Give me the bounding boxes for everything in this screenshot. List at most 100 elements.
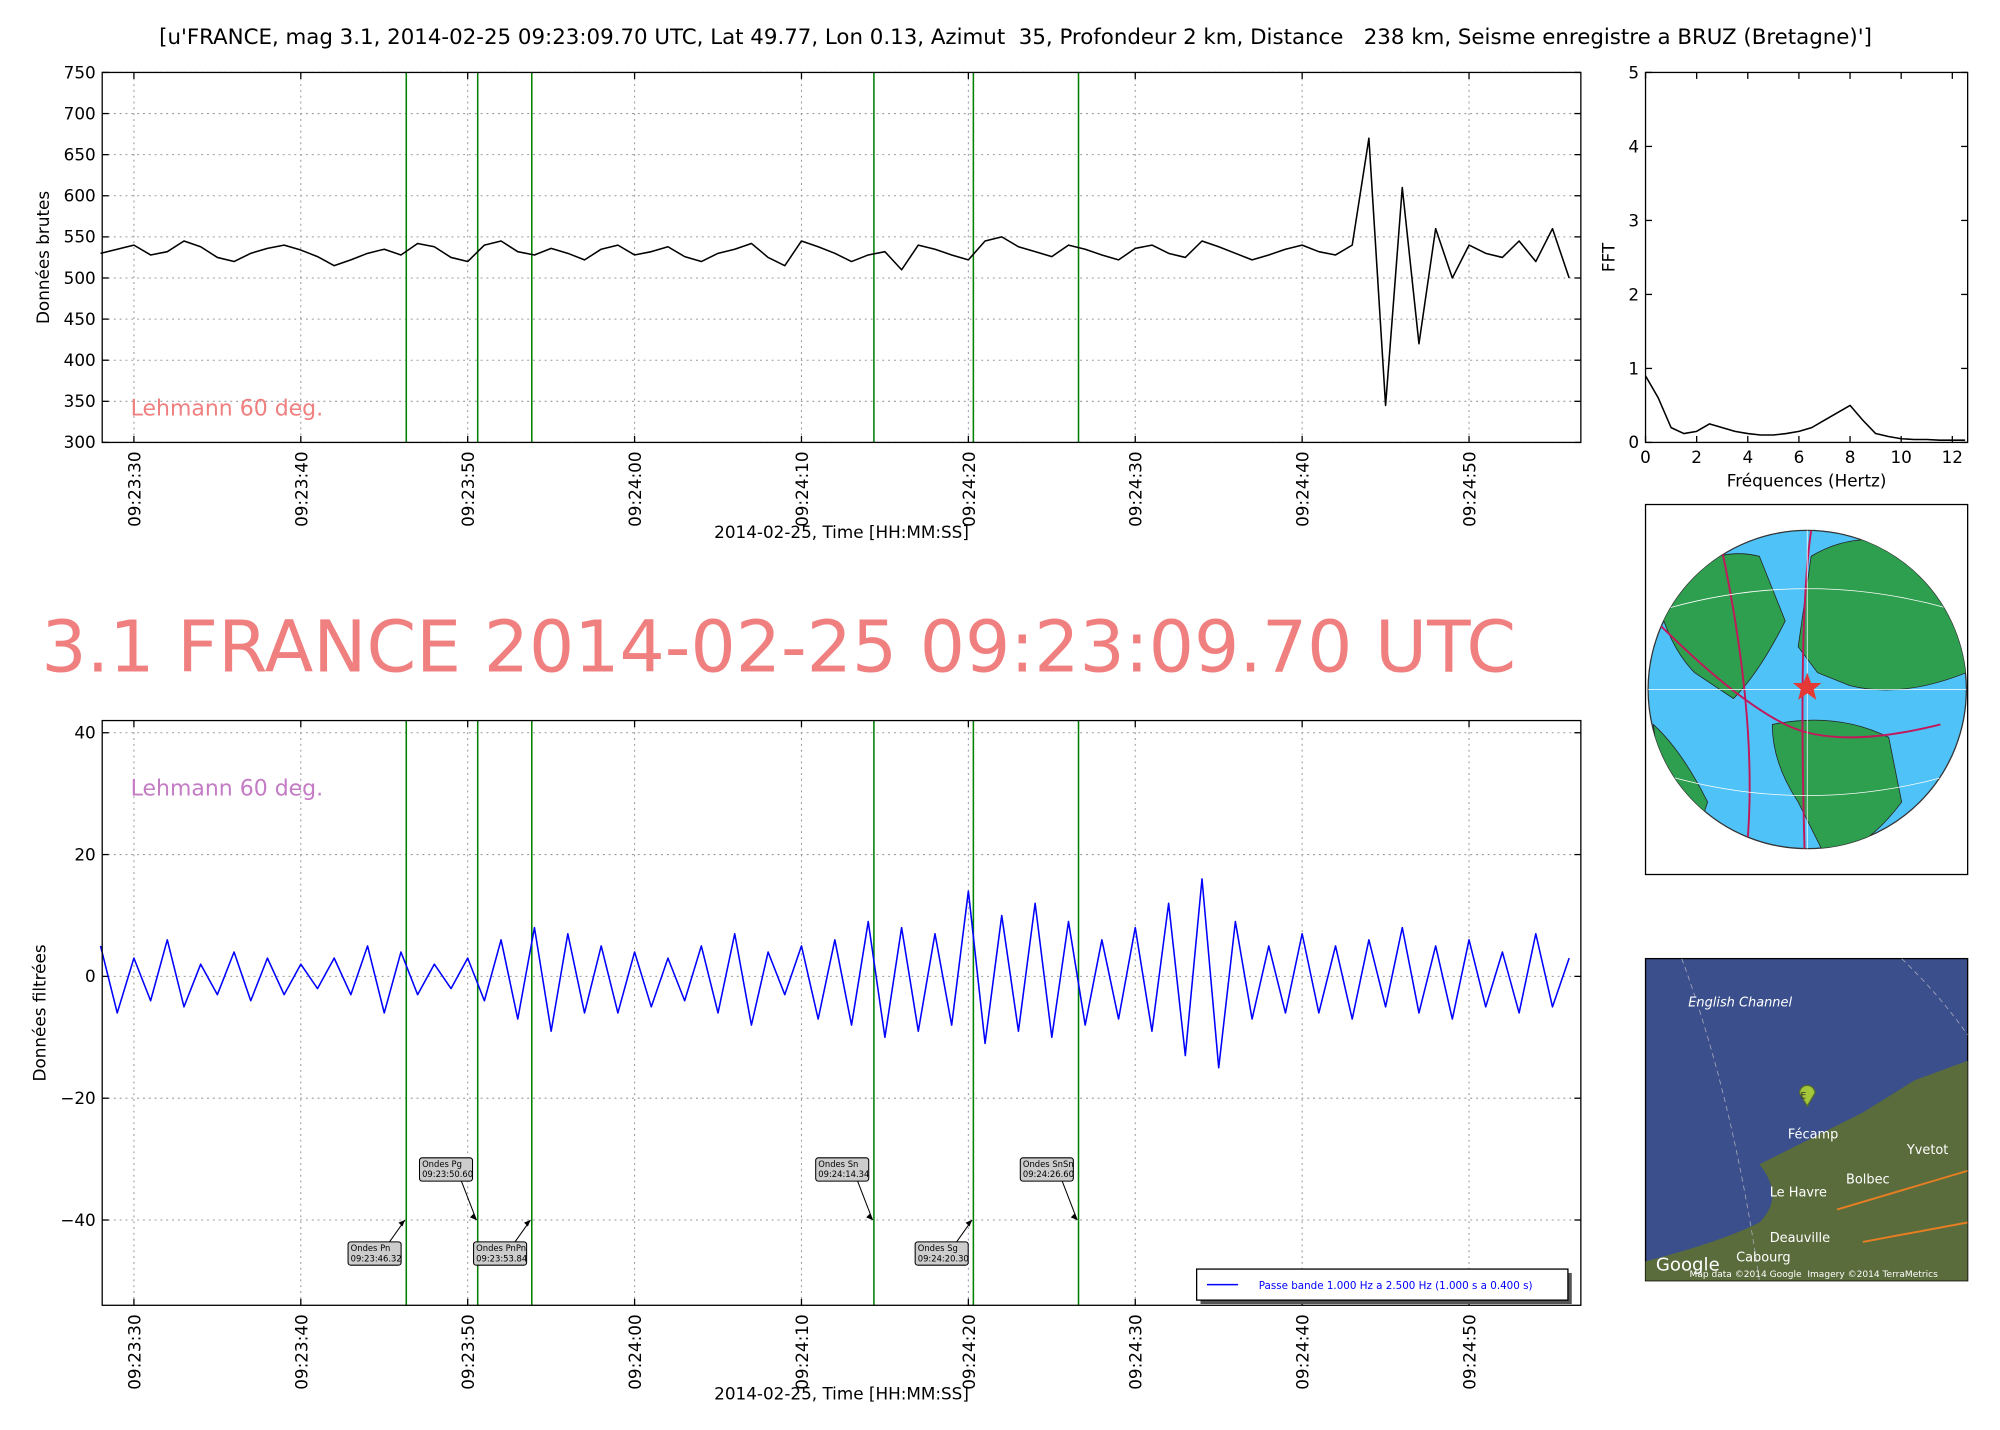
- y-tick-label: 40: [74, 723, 95, 743]
- map-boundary: [1681, 958, 1968, 1281]
- annotation-box: [473, 1241, 528, 1266]
- x-tick-label: 09:23:50: [458, 1314, 478, 1389]
- figure-title: [u'FRANCE, mag 3.1, 2014-02-25 09:23:09.…: [159, 25, 1872, 50]
- x-tick-label: 09:23:50: [458, 451, 478, 526]
- plot-frame: [101, 719, 1582, 1306]
- legend-box: [1195, 1268, 1569, 1301]
- arrow-head: [398, 1220, 405, 1227]
- annotation-label: Ondes Pn: [351, 1243, 391, 1253]
- map-label: Le Havre: [1770, 1186, 1827, 1201]
- y-tick-label: 400: [64, 350, 96, 370]
- x-tick-label: 09:24:20: [959, 451, 979, 526]
- y-tick-label: 2: [1628, 284, 1639, 304]
- y-tick-label: −20: [60, 1088, 95, 1108]
- arrow-head: [524, 1220, 531, 1227]
- x-tick-label: 09:24:40: [1293, 1314, 1313, 1389]
- x-axis-label: 2014-02-25, Time [HH:MM:SS]: [714, 1384, 969, 1404]
- y-tick-label: 1: [1628, 358, 1639, 378]
- y-tick-label: 300: [64, 432, 96, 452]
- y-tick-label: 0: [85, 966, 96, 986]
- arrow-head: [965, 1220, 973, 1227]
- y-axis-label: Données brutes: [33, 191, 53, 324]
- annotation-box: [347, 1241, 402, 1266]
- x-tick-label: 09:23:30: [124, 1314, 144, 1389]
- x-tick-label: 0: [1640, 447, 1651, 467]
- y-tick-label: 3: [1628, 210, 1639, 230]
- y-tick-label: 600: [64, 186, 96, 206]
- plot-frame: [101, 71, 1582, 444]
- globe: [1644, 503, 1969, 876]
- x-axis-label: Fréquences (Hertz): [1727, 470, 1887, 490]
- x-tick-label: 2: [1691, 447, 1702, 467]
- x-tick-label: 09:24:30: [1126, 451, 1146, 526]
- annotation-arrow: [460, 1179, 477, 1221]
- map-label: English Channel: [1688, 995, 1792, 1010]
- annotation: Lehmann 60 deg.: [131, 777, 323, 802]
- annotation-time: 09:23:50.60: [422, 1169, 473, 1179]
- x-axis-label: 2014-02-25, Time [HH:MM:SS]: [714, 522, 969, 542]
- x-tick-label: 09:24:00: [625, 1314, 645, 1389]
- series-line: [99, 878, 1570, 1069]
- legend-label: Passe bande 1.000 Hz a 2.500 Hz (1.000 s…: [1259, 1280, 1533, 1292]
- x-tick-label: 09:24:10: [792, 1314, 812, 1389]
- annotation-label: Ondes Sg: [918, 1243, 958, 1253]
- x-tick-label: 09:23:40: [291, 1314, 311, 1389]
- map-label: Yvetot: [1906, 1143, 1949, 1158]
- annotation: Lehmann 60 deg.: [131, 396, 323, 421]
- epicenter: [1793, 672, 1822, 700]
- y-axis-label: FFT: [1598, 242, 1618, 272]
- y-tick-label: 350: [64, 391, 96, 411]
- map-label: Fécamp: [1788, 1127, 1839, 1142]
- headline: 3.1 FRANCE 2014-02-25 09:23:09.70 UTC: [41, 605, 1516, 688]
- x-tick-label: 09:24:10: [792, 451, 812, 526]
- series-line: [1644, 375, 1966, 441]
- y-axis-label: Données filtrées: [29, 944, 49, 1081]
- y-tick-label: 0: [1628, 432, 1639, 452]
- y-tick-label: 700: [64, 103, 96, 123]
- annotation-label: Ondes Sn: [818, 1159, 858, 1169]
- series-line: [100, 137, 1570, 407]
- x-tick-label: 09:24:30: [1126, 1314, 1146, 1389]
- annotation-time: 09:23:46.32: [351, 1253, 402, 1263]
- x-tick-label: 09:24:40: [1293, 451, 1313, 526]
- x-tick-label: 8: [1845, 447, 1856, 467]
- map-attribution: Map data ©2014 Google Imagery ©2014 Terr…: [1690, 1270, 1939, 1280]
- chart: 300 350 400 450 500 550 600 650 700 750 09:23:30 09…: [33, 62, 1582, 542]
- annotation-box: [815, 1157, 870, 1182]
- x-tick-label: 09:23:40: [291, 451, 311, 526]
- annotation-box: [418, 1157, 474, 1182]
- y-tick-label: 450: [64, 309, 96, 329]
- annotation-time: 09:23:53.84: [476, 1253, 527, 1263]
- y-tick-label: 550: [64, 227, 96, 247]
- annotation-box: [1019, 1157, 1074, 1182]
- arrow-head: [1070, 1213, 1078, 1221]
- map-road: [1836, 1169, 1968, 1243]
- x-tick-label: 09:24:50: [1460, 451, 1480, 526]
- annotation-label: Ondes SnSn: [1023, 1159, 1074, 1169]
- annotation-box: [914, 1241, 969, 1266]
- x-tick-label: 6: [1794, 447, 1805, 467]
- map-label: E: [1800, 1091, 1806, 1101]
- plate-boundary: [1655, 530, 1941, 849]
- chart: −40 −20 0 20 40 09:23:30 09:23:40 09:23:50 09:24…: [29, 719, 1582, 1404]
- x-tick-label: 12: [1942, 447, 1963, 467]
- y-tick-label: 650: [64, 144, 96, 164]
- y-tick-label: 5: [1628, 62, 1639, 82]
- map: [1644, 957, 1969, 1282]
- y-tick-label: 500: [64, 268, 96, 288]
- map-land: [1645, 1060, 1968, 1281]
- annotation-arrow: [1061, 1179, 1078, 1221]
- annotation-label: Ondes PnPn: [476, 1243, 526, 1253]
- land: [1771, 719, 1903, 849]
- annotation-time: 09:24:20.30: [918, 1253, 969, 1263]
- map-label: Cabourg: [1736, 1250, 1791, 1265]
- x-tick-label: 09:24:50: [1460, 1314, 1480, 1389]
- map-label: Bolbec: [1846, 1173, 1890, 1188]
- arrow-head: [866, 1213, 873, 1221]
- x-tick-label: 09:24:00: [625, 451, 645, 526]
- x-tick-label: 4: [1742, 447, 1753, 467]
- x-tick-label: 09:24:20: [959, 1314, 979, 1389]
